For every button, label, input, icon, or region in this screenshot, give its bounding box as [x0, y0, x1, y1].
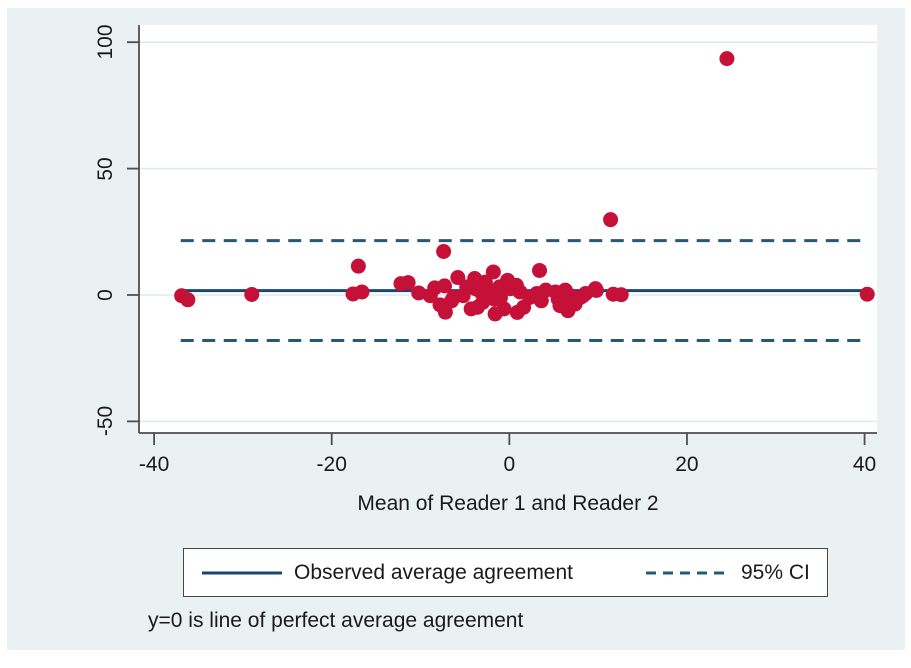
data-point — [436, 243, 452, 259]
data-point — [532, 262, 548, 278]
data-point — [475, 294, 491, 310]
data-point — [485, 264, 501, 280]
solid-line-sample — [202, 571, 282, 574]
x-tick-label: -20 — [316, 453, 347, 476]
y-tick-label: 50 — [94, 156, 117, 181]
data-point — [437, 278, 453, 294]
dashed-line-sample — [646, 571, 728, 574]
data-point — [350, 258, 366, 274]
data-point — [588, 282, 604, 298]
y-tick-label: 100 — [94, 24, 117, 60]
data-point — [719, 51, 735, 67]
legend: Observed average agreement 95% CI — [183, 548, 828, 597]
x-tick-label: 0 — [503, 453, 516, 476]
x-axis-title: Mean of Reader 1 and Reader 2 — [357, 492, 659, 515]
data-point — [400, 275, 416, 291]
data-point — [437, 304, 453, 320]
data-point — [613, 287, 629, 303]
y-tick-label: 0 — [94, 289, 117, 301]
scatter-plot — [127, 25, 877, 445]
data-point — [354, 284, 370, 300]
footnote: y=0 is line of perfect average agreement — [148, 609, 524, 632]
data-point — [450, 270, 466, 286]
plot-area: -50 0 50 100 -40 -20 0 20 40 — [94, 25, 877, 476]
data-point — [603, 212, 619, 228]
data-point — [411, 285, 427, 301]
data-point — [244, 286, 260, 302]
x-tick-label: 40 — [852, 453, 877, 476]
data-point — [496, 301, 512, 317]
data-point — [180, 292, 196, 308]
x-tick-label: 20 — [675, 453, 699, 476]
data-point — [492, 290, 508, 306]
x-tick-label: -40 — [138, 453, 170, 476]
data-point — [859, 286, 875, 302]
legend-label-observed: Observed average agreement — [294, 560, 573, 584]
y-tick-label: -50 — [94, 406, 117, 437]
legend-label-ci: 95% CI — [741, 560, 810, 584]
